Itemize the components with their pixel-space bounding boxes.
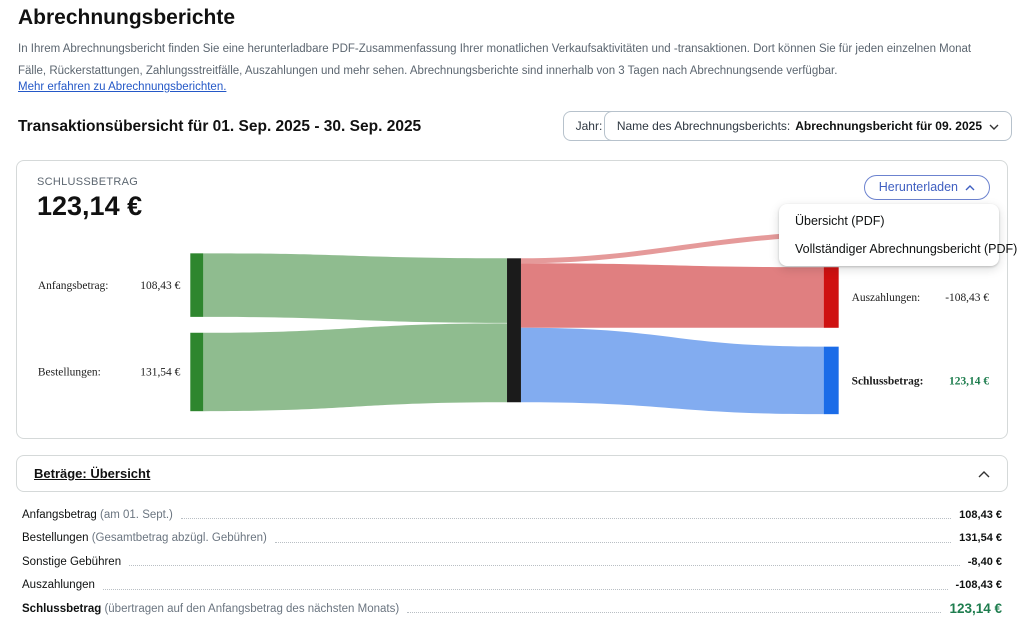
sankey-node-auszahlungen <box>823 267 839 328</box>
summary-row-sonstige-gebuehren: Sonstige Gebühren -8,40 € <box>22 550 1002 574</box>
row-label: Anfangsbetrag <box>22 508 97 521</box>
chevron-up-icon <box>965 180 975 194</box>
sankey-flow-auszahlungen <box>520 263 824 328</box>
page-description: In Ihrem Abrechnungsbericht finden Sie e… <box>18 43 972 77</box>
sankey-node-anfangsbetrag <box>190 253 204 317</box>
sankey-value-bestellungen: 131,54 € <box>140 366 180 378</box>
sankey-flow-schlussbetrag <box>520 327 824 415</box>
sankey-flow-bestellungen <box>203 323 508 412</box>
sankey-node-bestellungen <box>190 332 204 412</box>
row-note: (übertragen auf den Anfangsbetrag des nä… <box>104 602 400 615</box>
row-label: Sonstige Gebühren <box>22 555 122 568</box>
sankey-label-auszahlungen: Auszahlungen: <box>852 292 921 304</box>
dotted-leader <box>180 518 952 520</box>
row-value: -108,43 € <box>955 579 1002 592</box>
sankey-label-anfangsbetrag: Anfangsbetrag: <box>38 280 109 292</box>
sankey-value-anfangsbetrag: 108,43 € <box>140 280 180 292</box>
sankey-value-schlussbetrag: 123,14 € <box>949 375 989 387</box>
year-select-label: Jahr: <box>575 119 603 133</box>
dotted-leader <box>274 541 952 543</box>
sankey-label-bestellungen: Bestellungen: <box>38 366 101 378</box>
dotted-leader <box>129 565 960 567</box>
row-value: 131,54 € <box>959 532 1002 545</box>
learn-more-link[interactable]: Mehr erfahren zu Abrechnungsberichten. <box>18 81 227 93</box>
summary-row-bestellungen: Bestellungen (Gesamtbetrag abzügl. Gebüh… <box>22 527 1002 551</box>
download-menu: Übersicht (PDF) Vollständiger Abrechnung… <box>779 204 1018 266</box>
summary-row-anfangsbetrag: Anfangsbetrag (am 01. Sept.) 108,43 € <box>22 503 1002 527</box>
sankey-flow-sonstige-gebuehren <box>520 230 872 264</box>
menu-item-full-report-pdf[interactable]: Vollständiger Abrechnungsbericht (PDF) <box>795 242 1018 256</box>
download-button[interactable]: Herunterladen <box>863 175 990 200</box>
report-name-select[interactable]: Name des Abrechnungsberichts: Abrechnung… <box>603 111 1012 141</box>
report-select-label: Name des Abrechnungsberichts: <box>616 119 791 133</box>
closing-balance-value: 123,14 € <box>37 191 143 221</box>
sankey-node-schlussbetrag <box>823 346 839 415</box>
chevron-up-icon[interactable] <box>978 465 990 483</box>
sankey-flow-anfangsbetrag <box>203 253 508 323</box>
transaction-overview-card: SCHLUSSBETRAG 123,14 € Anfangsbetrag: 10… <box>16 160 1018 439</box>
row-note: (am 01. Sept.) <box>100 508 173 521</box>
summary-rows: Anfangsbetrag (am 01. Sept.) 108,43 € Be… <box>22 503 1002 621</box>
summary-section-title: Beträge: Übersicht <box>34 466 151 481</box>
chevron-down-icon <box>989 119 999 133</box>
report-select-value: Abrechnungsbericht für 09. 2025 <box>795 119 982 133</box>
row-value: 123,14 € <box>949 601 1002 617</box>
row-label: Bestellungen <box>22 532 89 545</box>
sankey-label-schlussbetrag: Schlussbetrag: <box>852 375 924 387</box>
row-label: Schlussbetrag <box>22 602 102 615</box>
sankey-value-auszahlungen: -108,43 € <box>945 292 989 304</box>
menu-item-overview-pdf[interactable]: Übersicht (PDF) <box>795 214 885 228</box>
sankey-chart: Anfangsbetrag: 108,43 € Bestellungen: 13… <box>38 230 989 415</box>
dotted-leader <box>407 612 942 614</box>
row-value: 108,43 € <box>959 508 1002 521</box>
closing-balance-label: SCHLUSSBETRAG <box>37 176 139 188</box>
row-label: Auszahlungen <box>22 579 95 592</box>
section-title: Transaktionsübersicht für 01. Sep. 2025 … <box>18 118 422 135</box>
page-title: Abrechnungsberichte <box>18 6 236 29</box>
summary-section-header[interactable]: Beträge: Übersicht <box>16 455 1008 492</box>
download-button-label: Herunterladen <box>878 180 958 194</box>
summary-row-auszahlungen: Auszahlungen -108,43 € <box>22 574 1002 598</box>
summary-row-schlussbetrag: Schlussbetrag (übertragen auf den Anfang… <box>22 597 1002 621</box>
dotted-leader <box>102 588 948 590</box>
row-note: (Gesamtbetrag abzügl. Gebühren) <box>91 532 267 545</box>
row-value: -8,40 € <box>967 555 1002 568</box>
sankey-node-gesamt <box>507 258 521 403</box>
